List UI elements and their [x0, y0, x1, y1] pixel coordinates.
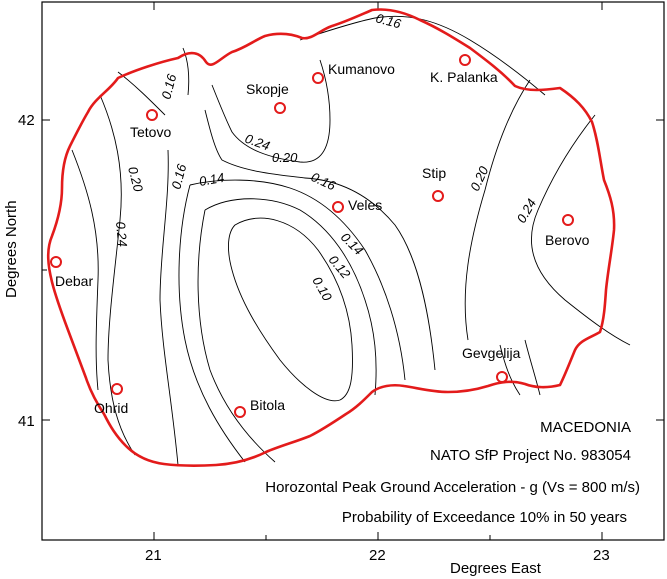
contour-label: 0.20	[272, 150, 298, 165]
axis-ticks	[42, 2, 664, 540]
contour-line	[71, 149, 99, 391]
cities: Skopje Kumanovo K. Palanka Tetovo Stip V…	[50, 54, 590, 418]
city-label-gevgelija: Gevgelija	[462, 345, 521, 361]
contour-label: 0.16	[158, 72, 179, 101]
contour-line	[182, 47, 190, 96]
contour-line	[178, 179, 406, 463]
contour-label: 0.16	[309, 169, 339, 194]
info-probability: Probability of Exceedance 10% in 50 year…	[342, 509, 627, 526]
contour-label: 0.24	[243, 131, 272, 154]
city-label-ohrid: Ohrid	[94, 400, 128, 416]
contour-line	[228, 217, 353, 402]
contour-line	[117, 71, 166, 116]
y-tick-label: 42	[18, 112, 35, 129]
info-project: NATO SfP Project No. 983054	[430, 447, 631, 464]
contour-line	[204, 109, 306, 179]
contour-label: 0.24	[113, 221, 130, 248]
city-label-debar: Debar	[55, 273, 93, 289]
city-marker-skopje	[274, 102, 286, 114]
contour-lines	[71, 15, 631, 466]
city-marker-stip	[432, 190, 444, 202]
city-marker-bitola	[234, 406, 246, 418]
city-label-k-palanka: K. Palanka	[430, 69, 498, 85]
contour-line	[159, 149, 436, 466]
contour-line	[211, 59, 331, 163]
x-tick-label: 22	[369, 547, 386, 564]
x-tick-label: 21	[145, 547, 162, 564]
contour-line	[464, 79, 531, 341]
contour-label: 0.20	[125, 165, 146, 194]
city-marker-ohrid	[111, 383, 123, 395]
contour-line	[531, 114, 631, 346]
contour-label: 0.16	[168, 162, 189, 191]
city-label-veles: Veles	[348, 197, 382, 213]
city-label-stip: Stip	[422, 165, 446, 181]
map-frame	[41, 1, 665, 541]
city-label-tetovo: Tetovo	[130, 124, 171, 140]
info-quantity: Horozontal Peak Ground Acceleration - g …	[265, 479, 640, 496]
contour-label: 0.14	[198, 170, 226, 189]
city-marker-berovo	[562, 214, 574, 226]
city-marker-tetovo	[146, 109, 158, 121]
contour-line	[99, 94, 136, 456]
contour-label: 0.10	[309, 274, 335, 304]
city-marker-debar	[50, 256, 62, 268]
info-region: MACEDONIA	[540, 419, 631, 436]
city-marker-k-palanka	[459, 54, 471, 66]
contour-line	[499, 344, 521, 396]
contour-labels: 0.16 0.16 0.24 0.20 0.20 0.16 0.14 0.16 …	[113, 10, 539, 304]
y-tick-labels: 42 41	[18, 112, 35, 430]
contour-line	[299, 15, 546, 96]
map-info: MACEDONIA NATO SfP Project No. 983054 Ho…	[265, 419, 640, 526]
contour-label: 0.24	[514, 196, 540, 225]
contour-label: 0.16	[374, 10, 403, 31]
contour-label: 0.14	[338, 230, 367, 259]
x-tick-labels: 21 22 23	[145, 547, 610, 564]
contour-label: 0.12	[326, 252, 354, 282]
city-marker-kumanovo	[312, 72, 324, 84]
y-axis-label: Degrees North	[3, 200, 20, 298]
y-tick-label: 41	[18, 413, 35, 430]
city-marker-veles	[332, 201, 344, 213]
x-axis-label: Degrees East	[450, 560, 542, 577]
contour-line	[524, 339, 541, 396]
city-marker-gevgelija	[496, 371, 508, 383]
country-border	[46, 8, 616, 467]
x-tick-label: 23	[593, 547, 610, 564]
city-label-skopje: Skopje	[246, 81, 289, 97]
contour-line	[197, 198, 377, 463]
city-label-berovo: Berovo	[545, 232, 590, 248]
city-label-kumanovo: Kumanovo	[328, 61, 395, 77]
city-label-bitola: Bitola	[250, 397, 285, 413]
